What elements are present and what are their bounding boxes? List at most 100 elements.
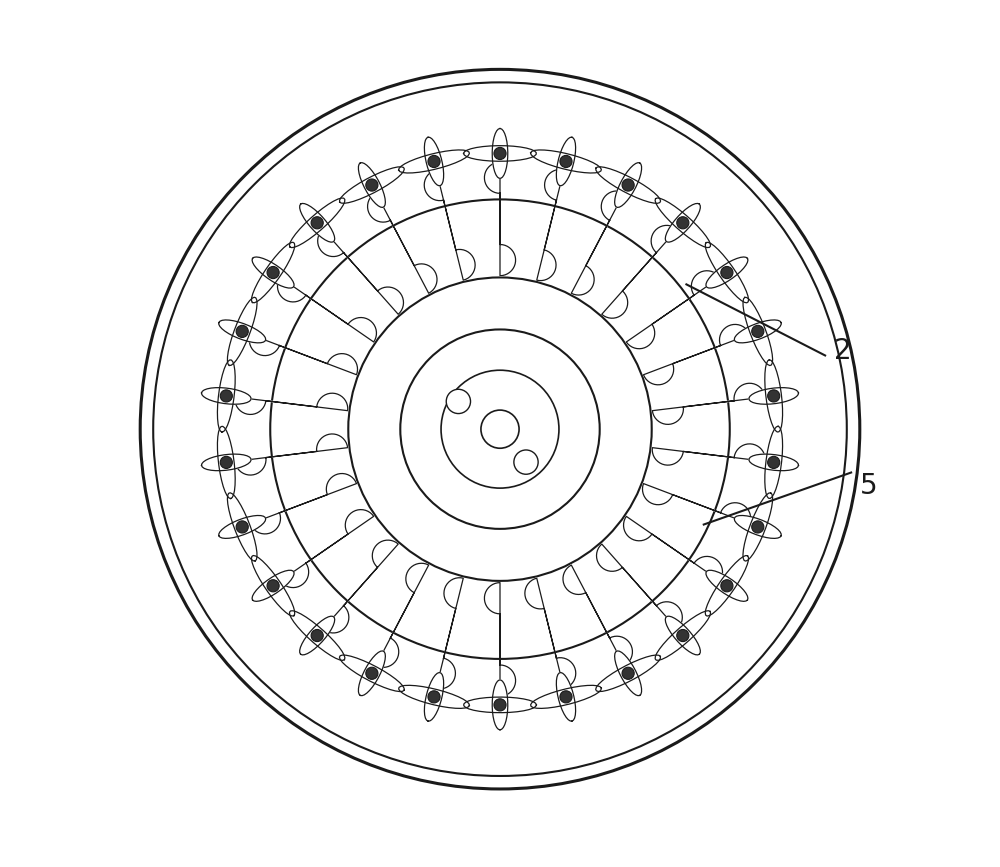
Polygon shape xyxy=(705,556,748,616)
Circle shape xyxy=(494,147,506,160)
Polygon shape xyxy=(596,655,660,692)
Circle shape xyxy=(366,179,378,191)
Polygon shape xyxy=(239,328,262,342)
Polygon shape xyxy=(464,697,536,713)
Circle shape xyxy=(481,410,519,448)
Polygon shape xyxy=(492,128,508,179)
Polygon shape xyxy=(399,685,469,708)
Polygon shape xyxy=(615,163,642,207)
Polygon shape xyxy=(494,150,506,174)
Polygon shape xyxy=(494,684,506,708)
Circle shape xyxy=(768,456,780,468)
Polygon shape xyxy=(424,137,444,186)
Polygon shape xyxy=(655,610,711,661)
Circle shape xyxy=(768,390,780,402)
Polygon shape xyxy=(235,394,348,414)
Circle shape xyxy=(348,277,652,581)
Polygon shape xyxy=(219,516,266,538)
Polygon shape xyxy=(753,391,777,403)
Polygon shape xyxy=(314,619,332,639)
Polygon shape xyxy=(563,565,632,666)
Circle shape xyxy=(721,266,733,278)
Polygon shape xyxy=(531,685,601,708)
Polygon shape xyxy=(399,150,469,173)
Polygon shape xyxy=(571,191,624,295)
Polygon shape xyxy=(368,181,384,204)
Circle shape xyxy=(400,329,600,529)
Circle shape xyxy=(752,325,764,337)
Polygon shape xyxy=(436,577,463,689)
Polygon shape xyxy=(300,204,335,242)
Polygon shape xyxy=(531,150,601,173)
Polygon shape xyxy=(765,360,783,432)
Circle shape xyxy=(153,82,847,776)
Polygon shape xyxy=(239,517,262,531)
Polygon shape xyxy=(202,454,251,471)
Polygon shape xyxy=(368,655,384,677)
Polygon shape xyxy=(249,335,358,375)
Circle shape xyxy=(560,691,572,703)
Polygon shape xyxy=(252,570,294,602)
Polygon shape xyxy=(484,583,516,696)
Polygon shape xyxy=(668,619,686,639)
Polygon shape xyxy=(743,492,773,561)
Polygon shape xyxy=(643,324,750,385)
Polygon shape xyxy=(709,572,730,590)
Polygon shape xyxy=(223,455,247,467)
Circle shape xyxy=(267,580,279,592)
Circle shape xyxy=(677,629,689,642)
Polygon shape xyxy=(223,391,247,403)
Polygon shape xyxy=(464,146,536,161)
Polygon shape xyxy=(323,540,398,633)
Polygon shape xyxy=(484,162,516,276)
Circle shape xyxy=(220,390,232,402)
Polygon shape xyxy=(424,170,475,280)
Circle shape xyxy=(236,325,248,337)
Polygon shape xyxy=(217,427,235,499)
Text: 5: 5 xyxy=(860,472,877,499)
Polygon shape xyxy=(602,225,677,318)
Polygon shape xyxy=(227,297,257,366)
Circle shape xyxy=(270,199,730,659)
Polygon shape xyxy=(738,517,761,531)
Polygon shape xyxy=(642,484,751,524)
Circle shape xyxy=(721,580,733,592)
Circle shape xyxy=(677,217,689,229)
Polygon shape xyxy=(652,383,765,424)
Polygon shape xyxy=(734,320,781,342)
Circle shape xyxy=(494,699,506,711)
Circle shape xyxy=(220,456,232,468)
Polygon shape xyxy=(202,388,251,404)
Polygon shape xyxy=(597,544,682,629)
Polygon shape xyxy=(340,166,404,203)
Polygon shape xyxy=(655,198,710,248)
Polygon shape xyxy=(270,269,291,286)
Polygon shape xyxy=(250,473,357,534)
Polygon shape xyxy=(358,163,385,207)
Polygon shape xyxy=(616,655,632,677)
Polygon shape xyxy=(280,510,374,588)
Polygon shape xyxy=(251,556,295,616)
Polygon shape xyxy=(734,516,781,538)
Polygon shape xyxy=(430,676,443,701)
Polygon shape xyxy=(749,454,798,471)
Polygon shape xyxy=(270,572,291,590)
Polygon shape xyxy=(300,616,335,655)
Polygon shape xyxy=(492,680,508,730)
Polygon shape xyxy=(556,673,576,721)
Polygon shape xyxy=(557,676,570,701)
Circle shape xyxy=(441,370,559,488)
Polygon shape xyxy=(765,427,783,499)
Circle shape xyxy=(311,217,323,229)
Polygon shape xyxy=(652,444,765,465)
Polygon shape xyxy=(368,192,437,293)
Circle shape xyxy=(311,629,323,642)
Polygon shape xyxy=(557,158,570,182)
Polygon shape xyxy=(318,229,403,315)
Polygon shape xyxy=(235,434,348,475)
Circle shape xyxy=(622,668,634,680)
Circle shape xyxy=(752,521,764,533)
Polygon shape xyxy=(217,360,235,432)
Text: 2: 2 xyxy=(834,337,851,365)
Circle shape xyxy=(140,69,860,789)
